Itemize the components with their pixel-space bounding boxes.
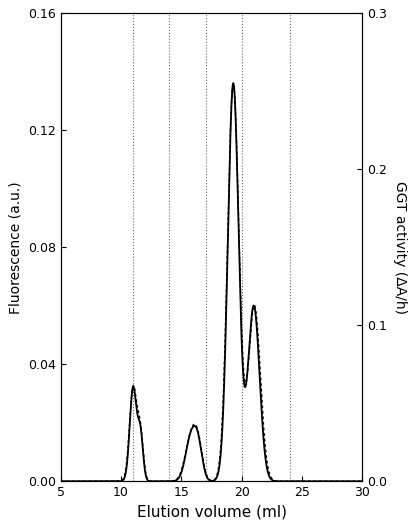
Y-axis label: Fluorescence (a.u.): Fluorescence (a.u.)	[8, 181, 22, 314]
X-axis label: Elution volume (ml): Elution volume (ml)	[137, 505, 286, 520]
Y-axis label: GGT activity (ΔA/h): GGT activity (ΔA/h)	[393, 181, 407, 314]
